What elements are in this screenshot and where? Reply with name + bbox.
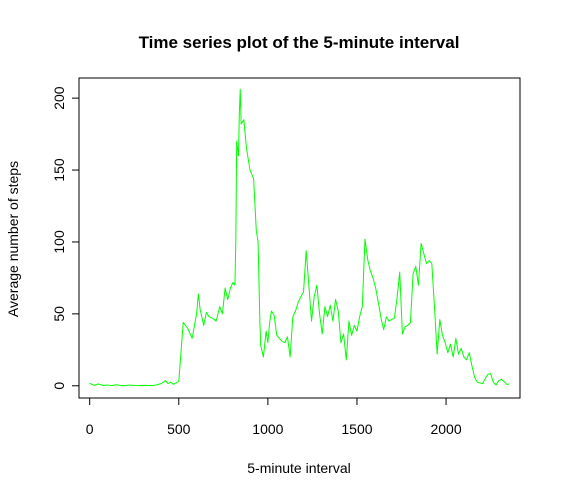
y-tick-label: 50	[51, 306, 67, 322]
y-tick-label: 150	[51, 158, 67, 182]
y-axis-label: Average number of steps	[5, 161, 21, 317]
y-tick-label: 0	[51, 382, 67, 390]
x-tick-label: 2000	[430, 421, 461, 437]
series-layer	[89, 88, 510, 387]
y-tick-label: 200	[51, 86, 67, 110]
x-axis: 0 500 1000 1500 2000	[86, 397, 462, 437]
x-axis-label: 5-minute interval	[247, 460, 351, 476]
x-tick-label: 500	[167, 421, 191, 437]
chart-title: Time series plot of the 5-minute interva…	[139, 33, 460, 52]
series-line	[89, 88, 510, 387]
y-axis: 0 50 100 150 200	[51, 86, 80, 390]
x-tick-label: 0	[86, 421, 94, 437]
x-tick-label: 1500	[341, 421, 372, 437]
x-tick-label: 1000	[252, 421, 283, 437]
y-tick-label: 100	[51, 230, 67, 254]
